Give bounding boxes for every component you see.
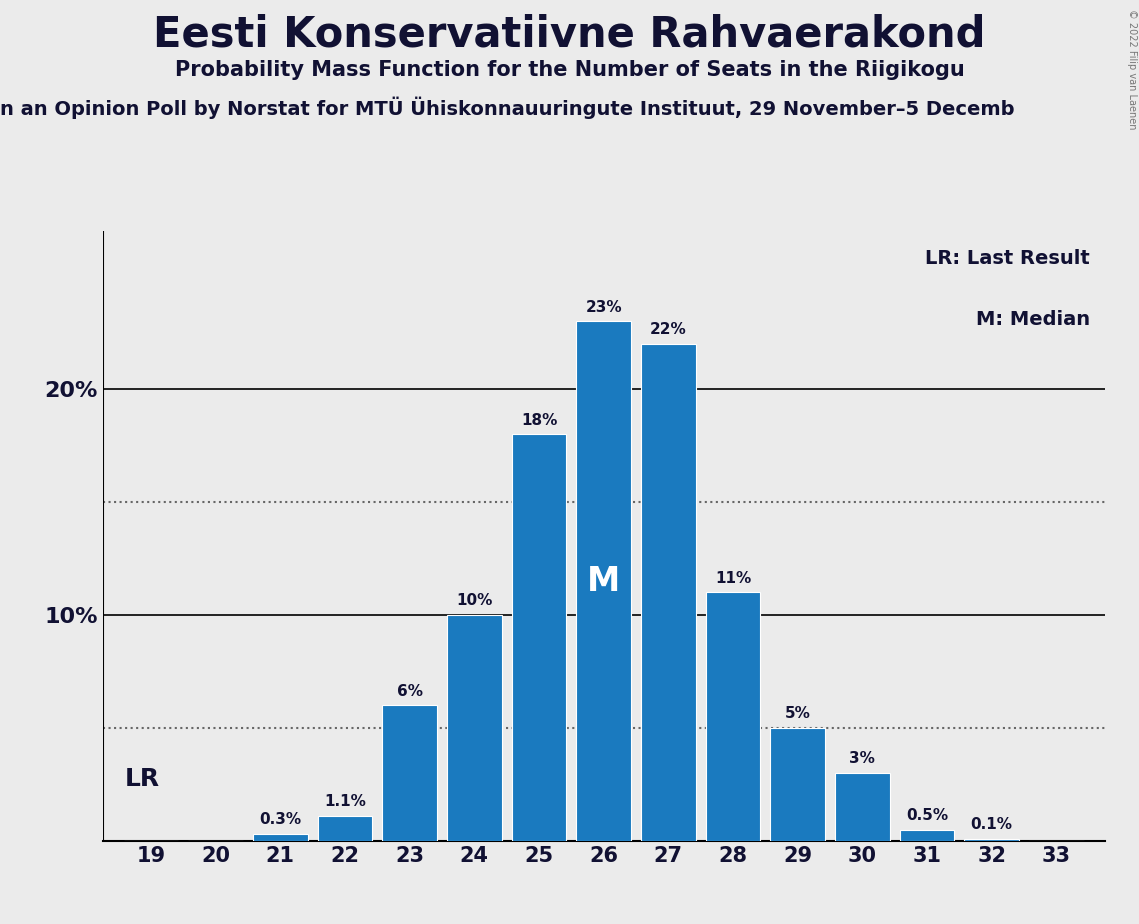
Text: M: M — [587, 565, 621, 598]
Text: 10%: 10% — [456, 593, 492, 608]
Bar — [253, 834, 308, 841]
Text: 3%: 3% — [850, 751, 875, 766]
Bar — [576, 322, 631, 841]
Text: 1.1%: 1.1% — [325, 795, 366, 809]
Text: Probability Mass Function for the Number of Seats in the Riigikogu: Probability Mass Function for the Number… — [174, 60, 965, 80]
Text: Eesti Konservatiivne Rahvaerakond: Eesti Konservatiivne Rahvaerakond — [154, 14, 985, 55]
Bar — [318, 816, 372, 841]
Text: 0.1%: 0.1% — [970, 817, 1013, 832]
Text: LR: LR — [125, 767, 161, 791]
Text: M: Median: M: Median — [976, 310, 1090, 329]
Text: 6%: 6% — [396, 684, 423, 699]
Bar — [641, 344, 696, 841]
Bar — [770, 728, 825, 841]
Text: 11%: 11% — [715, 571, 751, 586]
Text: 23%: 23% — [585, 299, 622, 314]
Text: LR: Last Result: LR: Last Result — [925, 249, 1090, 268]
Bar — [835, 773, 890, 841]
Text: 0.5%: 0.5% — [906, 808, 948, 822]
Text: 0.3%: 0.3% — [260, 812, 302, 827]
Text: 5%: 5% — [785, 706, 811, 721]
Text: 18%: 18% — [521, 412, 557, 428]
Bar — [383, 705, 437, 841]
Bar — [446, 615, 502, 841]
Text: n an Opinion Poll by Norstat for MTÜ Ühiskonnauuringute Instituut, 29 November–5: n an Opinion Poll by Norstat for MTÜ Ühi… — [0, 97, 1015, 119]
Bar — [965, 839, 1019, 841]
Bar — [705, 592, 761, 841]
Bar — [900, 830, 954, 841]
Text: © 2022 Filip van Laenen: © 2022 Filip van Laenen — [1126, 9, 1137, 129]
Bar — [511, 434, 566, 841]
Text: 22%: 22% — [650, 322, 687, 337]
